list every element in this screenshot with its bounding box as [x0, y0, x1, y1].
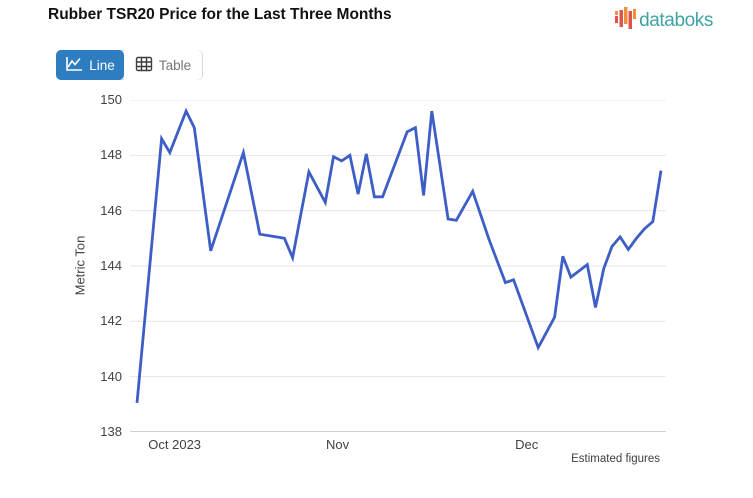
- view-toggle-group: Line Table: [56, 50, 203, 80]
- line-view-label: Line: [89, 57, 115, 73]
- y-tick-label: 140: [100, 368, 122, 384]
- price-line-series[interactable]: [135, 107, 663, 404]
- table-view-label: Table: [158, 57, 192, 73]
- table-grid-icon: [135, 56, 153, 75]
- x-tick-label: Oct 2023: [148, 437, 202, 452]
- databoks-logo-text: databoks: [639, 9, 713, 31]
- estimated-figures-note: Estimated figures: [571, 453, 660, 465]
- y-axis-title: Metric Ton: [72, 235, 88, 296]
- databoks-bars-icon: [615, 7, 637, 34]
- line-chart-icon: [65, 56, 83, 75]
- databoks-logo[interactable]: databoks: [615, 7, 713, 34]
- y-tick-label: 142: [100, 313, 122, 329]
- y-tick-label: 138: [100, 424, 122, 439]
- table-view-button[interactable]: Table: [124, 50, 202, 80]
- line-view-button[interactable]: Line: [56, 50, 124, 80]
- y-tick-label: 144: [100, 258, 122, 273]
- y-tick-label: 146: [100, 202, 122, 218]
- y-tick-label: 148: [100, 147, 122, 163]
- y-tick-label: 150: [100, 92, 122, 107]
- chart-canvas[interactable]: [130, 100, 666, 432]
- x-tick-label: Nov: [326, 437, 350, 452]
- page-title: Rubber TSR20 Price for the Last Three Mo…: [48, 6, 392, 23]
- x-tick-label: Dec: [515, 437, 539, 452]
